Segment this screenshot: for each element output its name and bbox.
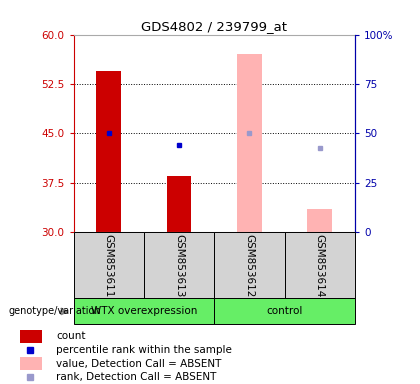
Bar <box>21 330 42 343</box>
Bar <box>21 357 42 370</box>
Title: GDS4802 / 239799_at: GDS4802 / 239799_at <box>141 20 287 33</box>
Text: percentile rank within the sample: percentile rank within the sample <box>56 345 232 355</box>
Bar <box>74 232 144 298</box>
Text: WTX overexpression: WTX overexpression <box>91 306 197 316</box>
Bar <box>144 232 214 298</box>
Bar <box>285 232 355 298</box>
Bar <box>237 55 262 232</box>
Text: GSM853611: GSM853611 <box>104 234 114 298</box>
Bar <box>74 298 214 324</box>
Text: GSM853612: GSM853612 <box>244 234 255 298</box>
Text: control: control <box>266 306 303 316</box>
Text: genotype/variation: genotype/variation <box>8 306 101 316</box>
Bar <box>167 176 192 232</box>
Bar <box>214 232 285 298</box>
Bar <box>307 209 332 232</box>
Bar <box>96 71 121 232</box>
Bar <box>214 298 355 324</box>
Text: GSM853614: GSM853614 <box>315 234 325 298</box>
Text: rank, Detection Call = ABSENT: rank, Detection Call = ABSENT <box>56 372 216 382</box>
Text: count: count <box>56 331 86 341</box>
Text: value, Detection Call = ABSENT: value, Detection Call = ABSENT <box>56 359 221 369</box>
Text: GSM853613: GSM853613 <box>174 234 184 298</box>
